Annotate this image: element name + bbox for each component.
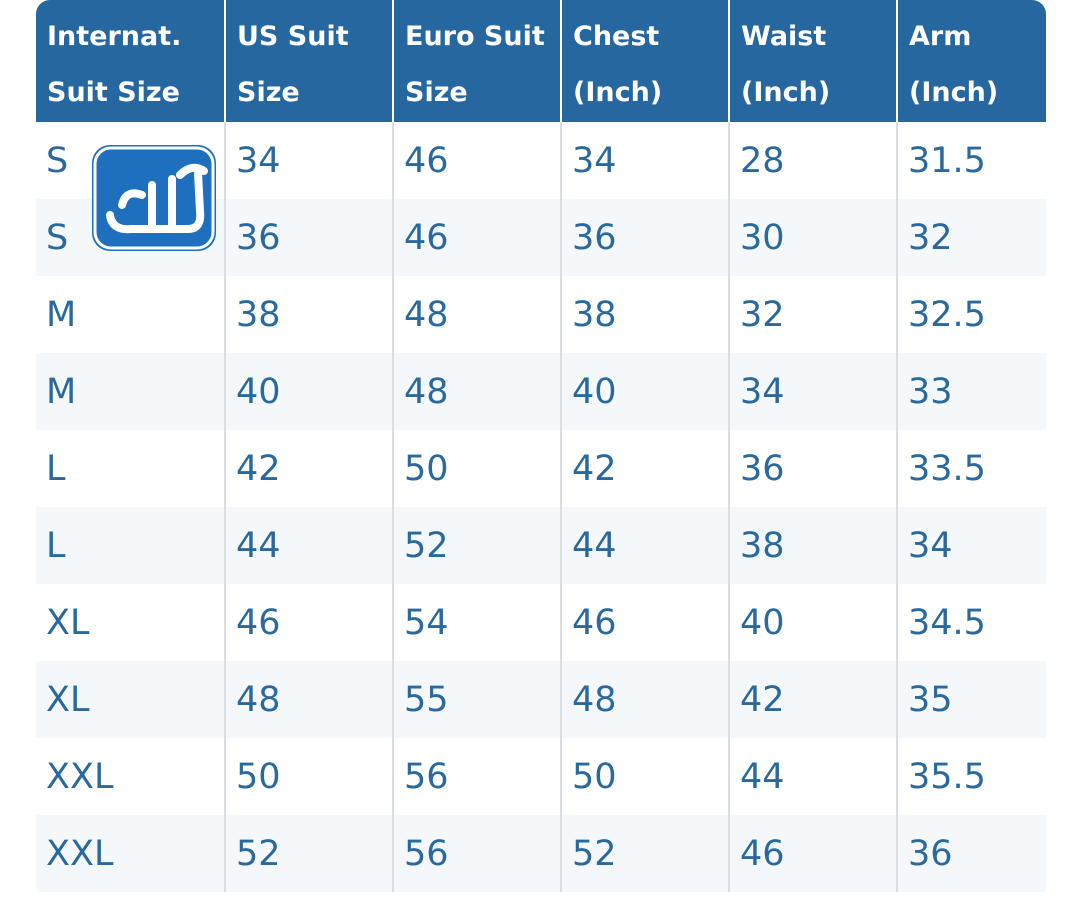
table-cell: XL (36, 661, 225, 738)
header-text: Waist (741, 21, 827, 52)
table-cell: XXL (46, 756, 114, 797)
table-cell: 32 (728, 276, 897, 353)
header-cell: Internat. Suit Size (36, 0, 225, 122)
table-cell: 46 (224, 584, 393, 661)
table-row: M 40 48 40 34 33 (36, 353, 1046, 430)
table-cell: 50 (392, 430, 561, 507)
table-cell: 52 (392, 507, 561, 584)
table-cell: 56 (392, 815, 561, 892)
table-cell: M (46, 294, 77, 335)
table-row: S 34 46 34 28 31.5 (36, 122, 1046, 199)
table-cell: 44 (728, 738, 897, 815)
table-cell: 52 (224, 815, 393, 892)
table-cell: XXL (36, 815, 225, 892)
table-row: XXL 52 56 52 46 36 (36, 815, 1046, 892)
table-cell: 40 (224, 353, 393, 430)
header-text: Suit Size (47, 77, 180, 108)
table-cell: 35 (896, 661, 1046, 738)
header-text: US Suit (237, 21, 349, 52)
table-cell: 34.5 (896, 584, 1046, 661)
header-text: Internat. (47, 21, 182, 52)
header-row: Internat. Suit Size US Suit Size Euro Suit Si… (36, 0, 1046, 122)
table-cell: 35.5 (896, 738, 1046, 815)
table-cell: XL (46, 602, 90, 643)
table-cell: 36 (896, 815, 1046, 892)
table-cell: 28 (728, 122, 897, 199)
table-cell: M (36, 353, 225, 430)
header-cell: US Suit Size (224, 0, 393, 122)
header-text: Size (237, 77, 300, 108)
table-row: L 42 50 42 36 33.5 (36, 430, 1046, 507)
header-text: Size (405, 77, 468, 108)
table-cell: 36 (560, 199, 729, 276)
table-cell: 34 (560, 122, 729, 199)
table-cell: 54 (392, 584, 561, 661)
table-cell: 42 (728, 661, 897, 738)
header-text: Chest (573, 21, 660, 52)
table-cell: 48 (224, 661, 393, 738)
table-cell: 48 (560, 661, 729, 738)
header-cell: Euro Suit Size (392, 0, 561, 122)
table-cell: 46 (560, 584, 729, 661)
table-cell: L (46, 448, 66, 489)
table-row: XL 48 55 48 42 35 (36, 661, 1046, 738)
table-row: L 44 52 44 38 34 (36, 507, 1046, 584)
table-cell: 38 (560, 276, 729, 353)
header-cell: Arm (Inch) (896, 0, 1046, 122)
table-cell: 33.5 (896, 430, 1046, 507)
table-cell: 42 (224, 430, 393, 507)
table-row: M 38 48 38 32 32.5 (36, 276, 1046, 353)
table-cell: 46 (392, 199, 561, 276)
table-cell: 30 (728, 199, 897, 276)
table-cell: 52 (560, 815, 729, 892)
size-table: Internat. Suit Size US Suit Size Euro Suit Si… (36, 0, 1046, 892)
table-cell: 34 (224, 122, 393, 199)
table-cell: 33 (896, 353, 1046, 430)
header-cell: Waist (Inch) (728, 0, 897, 122)
table-cell: 34 (728, 353, 897, 430)
size-table-container: Internat. Suit Size US Suit Size Euro Suit Si… (36, 0, 1046, 900)
table-cell: 40 (560, 353, 729, 430)
header-text: Euro Suit (405, 21, 545, 52)
table-cell: S (46, 140, 69, 181)
table-body: S 34 46 34 28 31.5 S 36 46 36 30 32 M 38 48 38 32 32.5 M 40… (36, 122, 1046, 892)
table-cell: 46 (728, 815, 897, 892)
table-cell: 34 (896, 507, 1046, 584)
header-text: (Inch) (909, 77, 999, 108)
table-cell: 36 (728, 430, 897, 507)
header-text: (Inch) (741, 77, 831, 108)
table-cell: 38 (224, 276, 393, 353)
table-row: XL 46 54 46 40 34.5 (36, 584, 1046, 661)
table-cell: 55 (392, 661, 561, 738)
table-row: XXL 50 56 50 44 35.5 (36, 738, 1046, 815)
table-cell: 40 (728, 584, 897, 661)
table-cell: 32.5 (896, 276, 1046, 353)
table-cell: 44 (560, 507, 729, 584)
site-logo (92, 145, 216, 251)
header-text: (Inch) (573, 77, 663, 108)
header-text: Arm (909, 21, 972, 52)
table-cell: L (36, 507, 225, 584)
table-cell: 50 (560, 738, 729, 815)
table-cell: 50 (224, 738, 393, 815)
table-cell: 42 (560, 430, 729, 507)
table-cell: 48 (392, 276, 561, 353)
header-cell: Chest (Inch) (560, 0, 729, 122)
table-cell: 36 (224, 199, 393, 276)
table-row: S 36 46 36 30 32 (36, 199, 1046, 276)
table-cell: 38 (728, 507, 897, 584)
table-cell: 32 (896, 199, 1046, 276)
table-cell: 31.5 (896, 122, 1046, 199)
table-cell: 48 (392, 353, 561, 430)
table-cell: 46 (392, 122, 561, 199)
table-cell: 56 (392, 738, 561, 815)
table-cell: 44 (224, 507, 393, 584)
